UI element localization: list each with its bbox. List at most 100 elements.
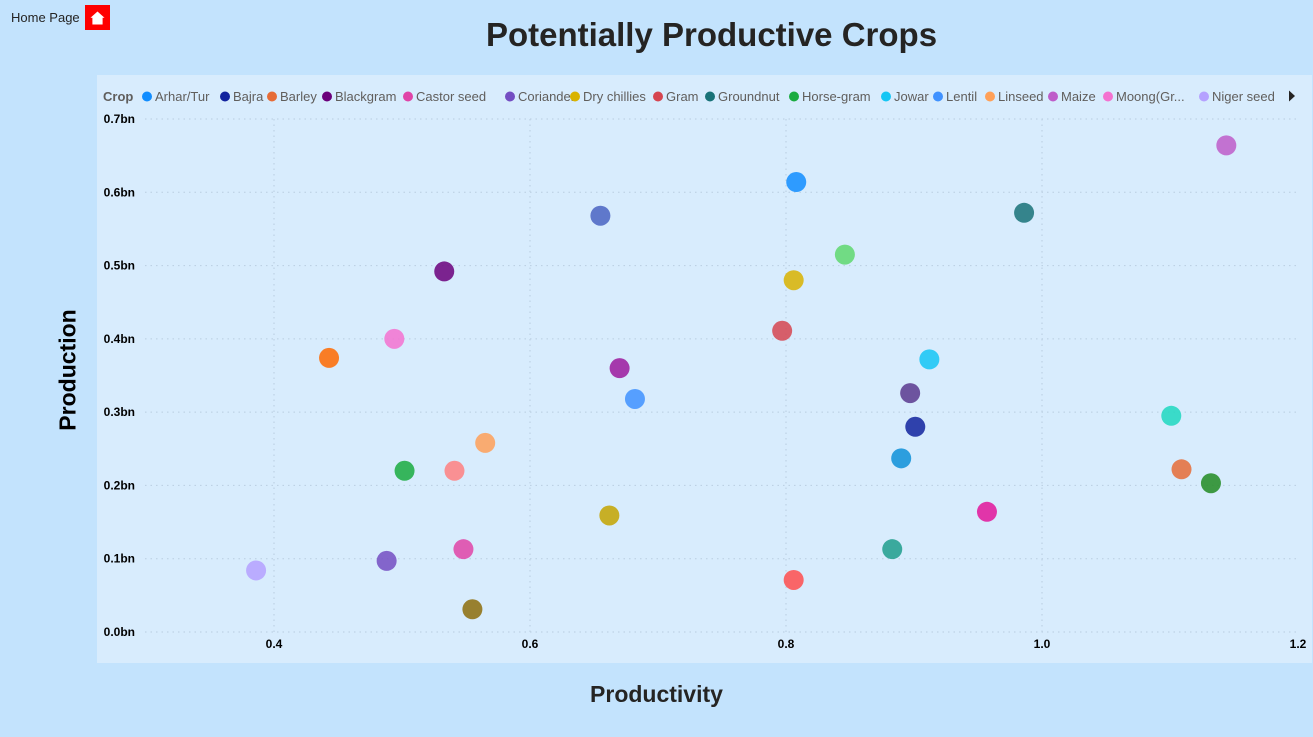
y-tick-label: 0.2bn: [104, 478, 135, 492]
legend-marker: [570, 91, 580, 102]
data-point[interactable]: [976, 501, 997, 522]
legend-item[interactable]: Jowar: [881, 89, 929, 104]
legend-item[interactable]: Dry chillies: [570, 89, 646, 104]
x-tick-label: 1.0: [1034, 637, 1051, 651]
data-point[interactable]: [834, 244, 855, 265]
y-tick-label: 0.0bn: [104, 625, 135, 639]
data-point[interactable]: [772, 320, 793, 341]
legend-item[interactable]: Coriander: [505, 89, 576, 104]
legend-item[interactable]: Castor seed: [403, 89, 486, 104]
legend-title: Crop: [103, 89, 133, 104]
legend-marker: [322, 91, 332, 102]
data-point[interactable]: [590, 205, 611, 226]
data-point[interactable]: [1161, 405, 1182, 426]
home-button[interactable]: [85, 5, 110, 30]
y-tick-label: 0.6bn: [104, 185, 135, 199]
data-point[interactable]: [434, 261, 455, 282]
legend-item[interactable]: Maize: [1048, 89, 1096, 104]
data-point[interactable]: [891, 448, 912, 469]
x-axis-ticks: 0.4 0.6 0.8 1.0 1.2: [266, 637, 1307, 651]
legend-marker: [881, 91, 891, 102]
legend-item[interactable]: Linseed: [985, 89, 1044, 104]
legend-marker: [142, 91, 152, 102]
data-point[interactable]: [783, 569, 804, 590]
legend-label: Arhar/Tur: [155, 89, 210, 104]
legend-marker: [789, 91, 799, 102]
chart-title: Potentially Productive Crops: [485, 16, 938, 53]
y-tick-label: 0.1bn: [104, 552, 135, 566]
legend-marker: [505, 91, 515, 102]
legend-item[interactable]: Barley: [267, 89, 317, 104]
legend-label: Horse-gram: [802, 89, 871, 104]
data-point[interactable]: [394, 460, 415, 481]
legend-item[interactable]: Niger seed: [1199, 89, 1275, 104]
legend-marker: [705, 91, 715, 102]
data-point[interactable]: [919, 349, 940, 370]
legend-item[interactable]: Gram: [653, 89, 699, 104]
data-point[interactable]: [624, 388, 645, 409]
legend-label: Niger seed: [1212, 89, 1275, 104]
legend-label: Blackgram: [335, 89, 396, 104]
legend-item[interactable]: Moong(Gr...: [1103, 89, 1185, 104]
legend-item[interactable]: Lentil: [933, 89, 977, 104]
data-point[interactable]: [246, 560, 267, 581]
data-point[interactable]: [1171, 459, 1192, 480]
legend-label: Barley: [280, 89, 317, 104]
legend-label: Maize: [1061, 89, 1096, 104]
legend-marker: [1199, 91, 1209, 102]
legend-marker: [403, 91, 413, 102]
data-point[interactable]: [882, 539, 903, 560]
legend-marker: [267, 91, 277, 102]
x-tick-label: 0.8: [778, 637, 795, 651]
x-axis-title: Productivity: [590, 681, 723, 707]
legend-label: Dry chillies: [583, 89, 646, 104]
legend-marker: [1103, 91, 1113, 102]
legend-marker: [653, 91, 663, 102]
legend-label: Gram: [666, 89, 699, 104]
legend: Crop Arhar/Tur Bajra Barley Blackgram Castor …: [103, 89, 1295, 104]
data-points: [246, 135, 1237, 620]
gridlines: [145, 118, 1298, 633]
legend-item[interactable]: Horse-gram: [789, 89, 871, 104]
x-tick-label: 0.6: [522, 637, 539, 651]
legend-label: Bajra: [233, 89, 264, 104]
legend-label: Linseed: [998, 89, 1044, 104]
y-tick-label: 0.5bn: [104, 259, 135, 273]
legend-label: Jowar: [894, 89, 929, 104]
y-tick-label: 0.7bn: [104, 112, 135, 126]
x-tick-label: 0.4: [266, 637, 283, 651]
data-point[interactable]: [609, 358, 630, 379]
legend-label: Castor seed: [416, 89, 486, 104]
data-point[interactable]: [599, 505, 620, 526]
legend-marker: [220, 91, 230, 102]
data-point[interactable]: [905, 416, 926, 437]
data-point[interactable]: [376, 550, 397, 571]
legend-label: Coriander: [518, 89, 576, 104]
home-page-link[interactable]: Home Page: [11, 10, 80, 25]
data-point[interactable]: [1200, 473, 1221, 494]
legend-marker: [933, 91, 943, 102]
data-point[interactable]: [319, 347, 340, 368]
data-point[interactable]: [1014, 202, 1035, 223]
data-point[interactable]: [900, 383, 921, 404]
legend-item[interactable]: Blackgram: [322, 89, 396, 104]
data-point[interactable]: [475, 432, 496, 453]
legend-marker: [1048, 91, 1058, 102]
data-point[interactable]: [783, 270, 804, 291]
legend-label: Groundnut: [718, 89, 780, 104]
data-point[interactable]: [444, 460, 465, 481]
chart-panel: [97, 75, 1312, 663]
data-point[interactable]: [384, 328, 405, 349]
data-point[interactable]: [453, 539, 474, 560]
data-point[interactable]: [462, 599, 483, 620]
x-tick-label: 1.2: [1290, 637, 1307, 651]
legend-marker: [985, 91, 995, 102]
legend-next-arrow-icon[interactable]: [1289, 90, 1295, 102]
legend-item[interactable]: Bajra: [220, 89, 264, 104]
data-point[interactable]: [1216, 135, 1237, 156]
data-point[interactable]: [786, 172, 807, 193]
legend-item[interactable]: Groundnut: [705, 89, 780, 104]
legend-item[interactable]: Arhar/Tur: [142, 89, 210, 104]
y-axis-ticks: 0.0bn 0.1bn 0.2bn 0.3bn 0.4bn 0.5bn 0.6bn 0.7bn: [104, 112, 135, 639]
